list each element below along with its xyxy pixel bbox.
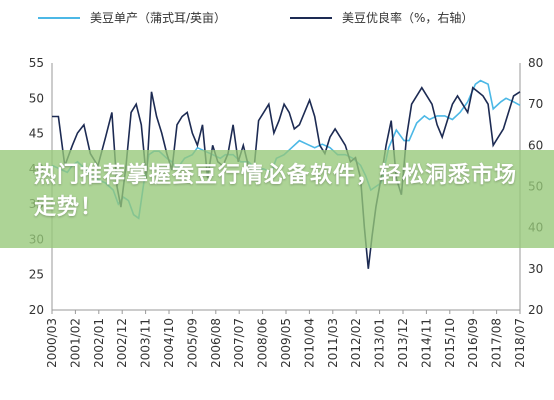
x-axis-tick-label: 2008/06 [256, 318, 270, 368]
x-axis-tick-label: 2005/09 [185, 318, 199, 368]
x-axis-ticks: 2000/03 2001/02 2002/01 2002/12 2003/11 2004/… [45, 310, 527, 368]
x-axis-tick-label: 2013/01 [373, 318, 387, 368]
x-axis-tick-label: 2000/03 [45, 318, 59, 368]
left-axis-tick-label: 45 [29, 127, 44, 141]
x-axis-tick-label: 2002/01 [92, 318, 106, 368]
x-axis-tick-label: 2018/07 [513, 318, 527, 368]
legend-label-rating: 美豆优良率（%，右轴） [342, 10, 473, 25]
legend: 美豆单产（蒲式耳/英亩） 美豆优良率（%，右轴） [38, 10, 473, 25]
left-axis-tick-label: 25 [29, 268, 44, 282]
left-axis-tick-label: 20 [29, 303, 44, 317]
x-axis-tick-label: 2017/08 [490, 318, 504, 368]
left-axis-tick-label: 50 [29, 91, 44, 105]
x-axis-tick-label: 2016/09 [466, 318, 480, 368]
x-axis-tick-label: 2003/11 [139, 318, 153, 368]
x-axis-tick-label: 2004/10 [162, 318, 176, 368]
right-axis-tick-label: 70 [528, 97, 543, 111]
legend-label-yield: 美豆单产（蒲式耳/英亩） [90, 10, 226, 25]
x-axis-tick-label: 2012/02 [349, 318, 363, 368]
x-axis-tick-label: 2014/11 [419, 318, 433, 368]
x-axis-tick-label: 2011/03 [326, 318, 340, 368]
right-axis-tick-label: 80 [528, 56, 543, 70]
right-axis-tick-label: 60 [528, 138, 543, 152]
series-line-rating [52, 86, 521, 269]
x-axis-tick-label: 2006/08 [209, 318, 223, 368]
left-axis-tick-label: 55 [29, 56, 44, 70]
right-axis-tick-label: 30 [528, 262, 543, 276]
x-axis-tick-label: 2009/05 [279, 318, 293, 368]
x-axis-tick-label: 2002/12 [115, 318, 129, 368]
right-axis-tick-label: 20 [528, 303, 543, 317]
plot-area: 5550454035302520 80706050403020 2000/032… [29, 56, 544, 368]
x-axis-tick-label: 2007/07 [232, 318, 246, 368]
promo-banner[interactable] [0, 150, 554, 248]
x-axis-tick-label: 2015/10 [443, 318, 457, 368]
promo-banner-text[interactable]: 热门推荐掌握蚕豆行情必备软件，轻松洞悉市场走势！ [34, 163, 518, 220]
x-axis-tick-label: 2013/12 [396, 318, 410, 368]
x-axis-tick-label: 2001/02 [68, 318, 82, 368]
x-axis-tick-label: 2010/04 [302, 318, 316, 368]
